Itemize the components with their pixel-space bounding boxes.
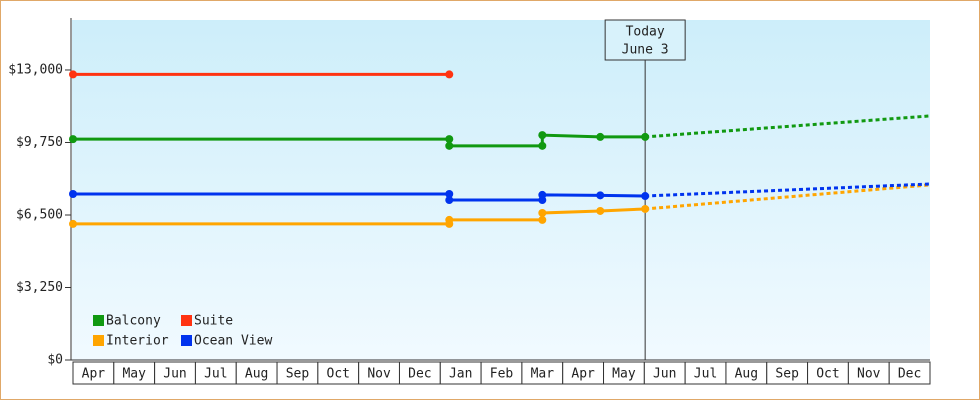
x-tick-label: Jun xyxy=(163,367,186,382)
point xyxy=(641,132,650,141)
y-tick-label: $3,250 xyxy=(16,280,63,295)
x-tick-label: Aug xyxy=(735,367,758,382)
x-tick-label: Mar xyxy=(531,367,555,382)
x-tick-label: Aug xyxy=(245,367,268,382)
legend-label: Interior xyxy=(106,334,169,349)
x-tick-label: Dec xyxy=(898,367,921,382)
y-tick-label: $9,750 xyxy=(16,135,63,150)
point xyxy=(445,190,454,199)
today-label: Today xyxy=(626,25,665,40)
x-tick-label: Jan xyxy=(449,367,472,382)
point xyxy=(69,135,77,144)
x-tick-label: Jun xyxy=(653,367,676,382)
point xyxy=(69,219,77,228)
x-tick-label: Apr xyxy=(571,367,595,382)
point xyxy=(445,196,454,205)
x-tick-label: Nov xyxy=(367,367,391,382)
legend-swatch xyxy=(93,335,104,346)
forecast-line xyxy=(645,182,931,198)
y-tick-label: $13,000 xyxy=(8,62,63,77)
legend-swatch xyxy=(181,315,192,326)
today-box xyxy=(604,19,686,61)
x-tick-label: Oct xyxy=(327,367,350,382)
point xyxy=(538,208,547,217)
x-tick-label: Feb xyxy=(490,367,514,382)
legend-label: Balcony xyxy=(106,314,161,329)
point xyxy=(641,192,650,201)
point xyxy=(69,190,77,199)
x-tick-label: Jul xyxy=(694,367,717,382)
x-tick-label: Nov xyxy=(857,367,881,382)
point xyxy=(596,191,605,200)
forecast-line xyxy=(645,183,931,211)
x-tick-label: Jul xyxy=(204,367,227,382)
x-tick-label: Oct xyxy=(816,367,839,382)
point xyxy=(596,132,605,141)
point xyxy=(445,215,454,224)
y-tick-label: $0 xyxy=(47,353,63,368)
legend-swatch xyxy=(181,335,192,346)
point xyxy=(641,204,650,213)
today-label: June 3 xyxy=(622,43,669,58)
forecast-line xyxy=(645,114,931,139)
x-tick-label: May xyxy=(612,367,636,382)
point xyxy=(538,215,547,224)
y-tick-label: $6,500 xyxy=(16,207,63,222)
legend-swatch xyxy=(93,315,104,326)
x-tick-label: Apr xyxy=(82,367,106,382)
x-tick-label: Dec xyxy=(408,367,431,382)
legend-label: Suite xyxy=(194,314,233,329)
x-tick-label: May xyxy=(122,367,146,382)
point xyxy=(445,141,454,150)
point xyxy=(445,135,454,144)
point xyxy=(596,206,605,215)
x-tick-label: Sep xyxy=(775,367,799,382)
point xyxy=(538,141,547,150)
month-cell xyxy=(888,361,931,385)
point xyxy=(69,70,77,79)
point xyxy=(445,70,454,79)
legend-label: Ocean View xyxy=(194,334,272,349)
point xyxy=(538,190,547,199)
point xyxy=(538,131,547,140)
x-tick-label: Sep xyxy=(286,367,310,382)
